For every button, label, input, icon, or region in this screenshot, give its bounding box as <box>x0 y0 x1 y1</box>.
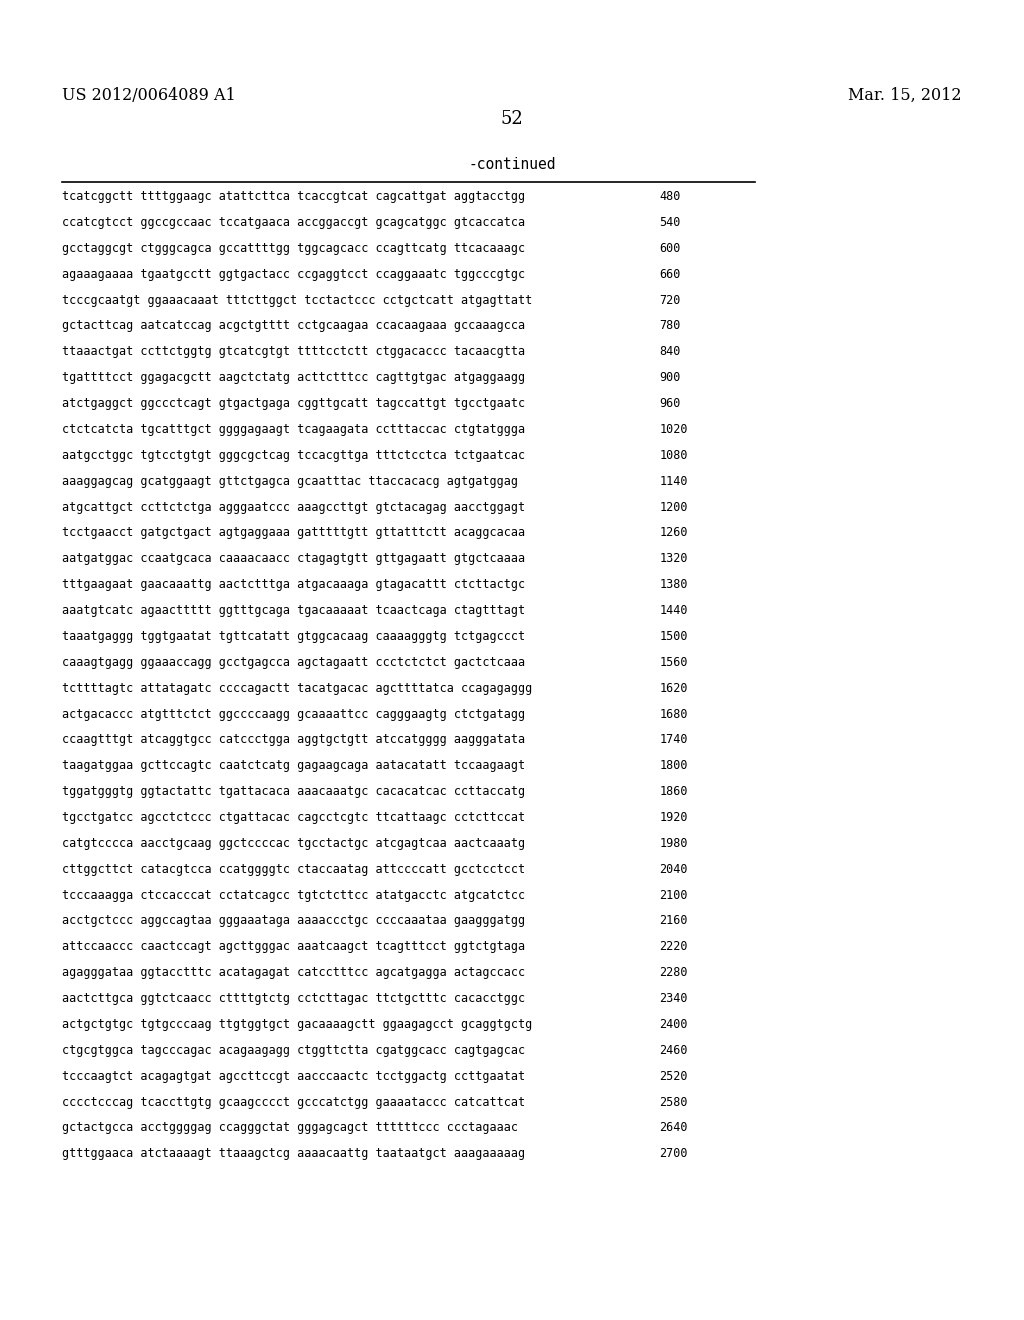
Text: 840: 840 <box>659 346 681 358</box>
Text: ctctcatcta tgcatttgct ggggagaagt tcagaagata cctttaccac ctgtatggga: ctctcatcta tgcatttgct ggggagaagt tcagaag… <box>62 422 525 436</box>
Text: 1020: 1020 <box>659 422 688 436</box>
Text: actgacaccc atgtttctct ggccccaagg gcaaaattcc cagggaagtg ctctgatagg: actgacaccc atgtttctct ggccccaagg gcaaaat… <box>62 708 525 721</box>
Text: tcccaagtct acagagtgat agccttccgt aacccaactc tcctggactg ccttgaatat: tcccaagtct acagagtgat agccttccgt aacccaa… <box>62 1069 525 1082</box>
Text: 1740: 1740 <box>659 734 688 746</box>
Text: atgcattgct ccttctctga agggaatccc aaagccttgt gtctacagag aacctggagt: atgcattgct ccttctctga agggaatccc aaagcct… <box>62 500 525 513</box>
Text: 720: 720 <box>659 293 681 306</box>
Text: 1380: 1380 <box>659 578 688 591</box>
Text: 2520: 2520 <box>659 1069 688 1082</box>
Text: tgattttcct ggagacgctt aagctctatg acttctttcc cagttgtgac atgaggaagg: tgattttcct ggagacgctt aagctctatg acttctt… <box>62 371 525 384</box>
Text: 52: 52 <box>501 110 523 128</box>
Text: 660: 660 <box>659 268 681 281</box>
Text: aatgcctggc tgtcctgtgt gggcgctcag tccacgttga tttctcctca tctgaatcac: aatgcctggc tgtcctgtgt gggcgctcag tccacgt… <box>62 449 525 462</box>
Text: atctgaggct ggccctcagt gtgactgaga cggttgcatt tagccattgt tgcctgaatc: atctgaggct ggccctcagt gtgactgaga cggttgc… <box>62 397 525 411</box>
Text: ccatcgtcct ggccgccaac tccatgaaca accggaccgt gcagcatggc gtcaccatca: ccatcgtcct ggccgccaac tccatgaaca accggac… <box>62 216 525 228</box>
Text: ccaagtttgt atcaggtgcc catccctgga aggtgctgtt atccatgggg aagggatata: ccaagtttgt atcaggtgcc catccctgga aggtgct… <box>62 734 525 746</box>
Text: gtttggaaca atctaaaagt ttaaagctcg aaaacaattg taataatgct aaagaaaaag: gtttggaaca atctaaaagt ttaaagctcg aaaacaa… <box>62 1147 525 1160</box>
Text: 1800: 1800 <box>659 759 688 772</box>
Text: tcttttagtc attatagatc ccccagactt tacatgacac agcttttatca ccagagaggg: tcttttagtc attatagatc ccccagactt tacatga… <box>62 681 532 694</box>
Text: 480: 480 <box>659 190 681 203</box>
Text: tcatcggctt ttttggaagc atattcttca tcaccgtcat cagcattgat aggtacctgg: tcatcggctt ttttggaagc atattcttca tcaccgt… <box>62 190 525 203</box>
Text: 2280: 2280 <box>659 966 688 979</box>
Text: tcccgcaatgt ggaaacaaat tttcttggct tcctactccc cctgctcatt atgagttatt: tcccgcaatgt ggaaacaaat tttcttggct tcctac… <box>62 293 532 306</box>
Text: 1980: 1980 <box>659 837 688 850</box>
Text: 1560: 1560 <box>659 656 688 669</box>
Text: tcccaaagga ctccacccat cctatcagcc tgtctcttcc atatgacctc atgcatctcc: tcccaaagga ctccacccat cctatcagcc tgtctct… <box>62 888 525 902</box>
Text: tgcctgatcc agcctctccc ctgattacac cagcctcgtc ttcattaagc cctcttccat: tgcctgatcc agcctctccc ctgattacac cagcctc… <box>62 810 525 824</box>
Text: 2640: 2640 <box>659 1122 688 1134</box>
Text: 780: 780 <box>659 319 681 333</box>
Text: agaaagaaaa tgaatgcctt ggtgactacc ccgaggtcct ccaggaaatc tggcccgtgc: agaaagaaaa tgaatgcctt ggtgactacc ccgaggt… <box>62 268 525 281</box>
Text: 2100: 2100 <box>659 888 688 902</box>
Text: caaagtgagg ggaaaccagg gcctgagcca agctagaatt ccctctctct gactctcaaa: caaagtgagg ggaaaccagg gcctgagcca agctaga… <box>62 656 525 669</box>
Text: aaaggagcag gcatggaagt gttctgagca gcaatttac ttaccacacg agtgatggag: aaaggagcag gcatggaagt gttctgagca gcaattt… <box>62 475 518 487</box>
Text: 1200: 1200 <box>659 500 688 513</box>
Text: tttgaagaat gaacaaattg aactctttga atgacaaaga gtagacattt ctcttactgc: tttgaagaat gaacaaattg aactctttga atgacaa… <box>62 578 525 591</box>
Text: 900: 900 <box>659 371 681 384</box>
Text: aaatgtcatc agaacttttt ggtttgcaga tgacaaaaat tcaactcaga ctagtttagt: aaatgtcatc agaacttttt ggtttgcaga tgacaaa… <box>62 605 525 616</box>
Text: 1680: 1680 <box>659 708 688 721</box>
Text: 600: 600 <box>659 242 681 255</box>
Text: agagggataa ggtacctttc acatagagat catcctttcc agcatgagga actagccacc: agagggataa ggtacctttc acatagagat catcctt… <box>62 966 525 979</box>
Text: 1920: 1920 <box>659 810 688 824</box>
Text: US 2012/0064089 A1: US 2012/0064089 A1 <box>62 87 236 104</box>
Text: aactcttgca ggtctcaacc cttttgtctg cctcttagac ttctgctttc cacacctggc: aactcttgca ggtctcaacc cttttgtctg cctctta… <box>62 993 525 1005</box>
Text: attccaaccc caactccagt agcttgggac aaatcaagct tcagtttcct ggtctgtaga: attccaaccc caactccagt agcttgggac aaatcaa… <box>62 940 525 953</box>
Text: 2220: 2220 <box>659 940 688 953</box>
Text: tcctgaacct gatgctgact agtgaggaaa gatttttgtt gttatttctt acaggcacaa: tcctgaacct gatgctgact agtgaggaaa gattttt… <box>62 527 525 540</box>
Text: cttggcttct catacgtcca ccatggggtc ctaccaatag attccccatt gcctcctcct: cttggcttct catacgtcca ccatggggtc ctaccaa… <box>62 863 525 875</box>
Text: 1080: 1080 <box>659 449 688 462</box>
Text: 1500: 1500 <box>659 630 688 643</box>
Text: gctacttcag aatcatccag acgctgtttt cctgcaagaa ccacaagaaa gccaaagcca: gctacttcag aatcatccag acgctgtttt cctgcaa… <box>62 319 525 333</box>
Text: catgtcccca aacctgcaag ggctccccac tgcctactgc atcgagtcaa aactcaaatg: catgtcccca aacctgcaag ggctccccac tgcctac… <box>62 837 525 850</box>
Text: 2400: 2400 <box>659 1018 688 1031</box>
Text: 1140: 1140 <box>659 475 688 487</box>
Text: taaatgaggg tggtgaatat tgttcatatt gtggcacaag caaaagggtg tctgagccct: taaatgaggg tggtgaatat tgttcatatt gtggcac… <box>62 630 525 643</box>
Text: taagatggaa gcttccagtc caatctcatg gagaagcaga aatacatatt tccaagaagt: taagatggaa gcttccagtc caatctcatg gagaagc… <box>62 759 525 772</box>
Text: 1440: 1440 <box>659 605 688 616</box>
Text: ctgcgtggca tagcccagac acagaagagg ctggttctta cgatggcacc cagtgagcac: ctgcgtggca tagcccagac acagaagagg ctggttc… <box>62 1044 525 1057</box>
Text: actgctgtgc tgtgcccaag ttgtggtgct gacaaaagctt ggaagagcct gcaggtgctg: actgctgtgc tgtgcccaag ttgtggtgct gacaaaa… <box>62 1018 532 1031</box>
Text: Mar. 15, 2012: Mar. 15, 2012 <box>849 87 962 104</box>
Text: tggatgggtg ggtactattc tgattacaca aaacaaatgc cacacatcac ccttaccatg: tggatgggtg ggtactattc tgattacaca aaacaaa… <box>62 785 525 799</box>
Text: 1320: 1320 <box>659 552 688 565</box>
Text: 1260: 1260 <box>659 527 688 540</box>
Text: 1620: 1620 <box>659 681 688 694</box>
Text: -continued: -continued <box>468 157 556 172</box>
Text: gctactgcca acctggggag ccagggctat gggagcagct ttttttccc ccctagaaac: gctactgcca acctggggag ccagggctat gggagca… <box>62 1122 518 1134</box>
Text: 2040: 2040 <box>659 863 688 875</box>
Text: gcctaggcgt ctgggcagca gccattttgg tggcagcacc ccagttcatg ttcacaaagc: gcctaggcgt ctgggcagca gccattttgg tggcagc… <box>62 242 525 255</box>
Text: acctgctccc aggccagtaa gggaaataga aaaaccctgc ccccaaataa gaagggatgg: acctgctccc aggccagtaa gggaaataga aaaaccc… <box>62 915 525 928</box>
Text: 2700: 2700 <box>659 1147 688 1160</box>
Text: 2340: 2340 <box>659 993 688 1005</box>
Text: 960: 960 <box>659 397 681 411</box>
Text: 2160: 2160 <box>659 915 688 928</box>
Text: 2580: 2580 <box>659 1096 688 1109</box>
Text: 2460: 2460 <box>659 1044 688 1057</box>
Text: 1860: 1860 <box>659 785 688 799</box>
Text: cccctcccag tcaccttgtg gcaagcccct gcccatctgg gaaaataccc catcattcat: cccctcccag tcaccttgtg gcaagcccct gcccatc… <box>62 1096 525 1109</box>
Text: aatgatggac ccaatgcaca caaaacaacc ctagagtgtt gttgagaatt gtgctcaaaa: aatgatggac ccaatgcaca caaaacaacc ctagagt… <box>62 552 525 565</box>
Text: ttaaactgat ccttctggtg gtcatcgtgt ttttcctctt ctggacaccc tacaacgtta: ttaaactgat ccttctggtg gtcatcgtgt ttttcct… <box>62 346 525 358</box>
Text: 540: 540 <box>659 216 681 228</box>
